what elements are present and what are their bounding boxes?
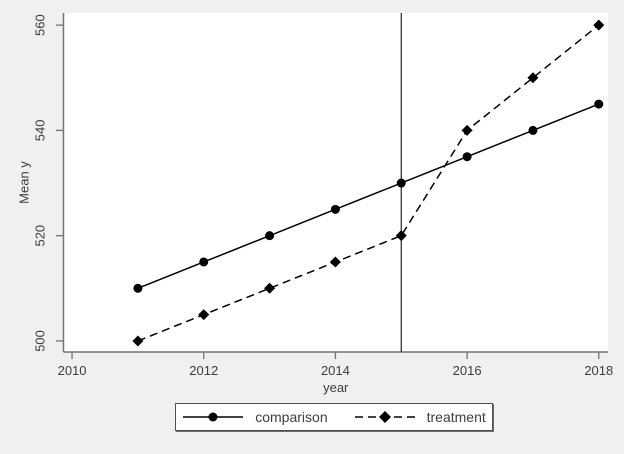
legend-label-treatment: treatment (426, 409, 486, 425)
data-point-treatment (461, 124, 473, 136)
data-point-treatment (527, 72, 539, 84)
comparison-line-sample-icon (183, 412, 244, 422)
data-point-comparison (265, 231, 275, 241)
data-point-comparison (199, 257, 209, 267)
data-point-comparison (330, 204, 340, 214)
legend: comparison treatment (175, 403, 493, 431)
x-tick-label: 2012 (189, 363, 218, 378)
y-axis-title: Mean y (16, 161, 31, 204)
y-tick-label: 560 (32, 14, 47, 36)
y-tick-label: 520 (32, 225, 47, 247)
data-point-comparison (396, 178, 406, 188)
data-point-comparison (462, 152, 472, 162)
plot-area (63, 13, 608, 352)
x-tick-label: 2010 (58, 363, 87, 378)
y-tick-label: 540 (32, 120, 47, 142)
y-tick-label: 500 (32, 330, 47, 352)
data-point-comparison (594, 99, 604, 109)
x-axis-title: year (323, 380, 349, 395)
data-point-comparison (133, 283, 143, 293)
series-line-treatment (137, 24, 600, 342)
x-tick-label: 2014 (321, 363, 350, 378)
x-tick-label: 2016 (453, 363, 482, 378)
chart-plot-group: 500 520 540 560 2010 2012 2014 2016 2018 (32, 13, 613, 378)
legend-entry-comparison: comparison (182, 409, 328, 425)
data-point-treatment (132, 335, 144, 347)
data-point-treatment (264, 282, 276, 294)
data-point-comparison (528, 125, 538, 135)
data-point-treatment (198, 309, 210, 321)
x-tick-label: 2018 (584, 363, 613, 378)
treatment-line-sample-icon (354, 411, 415, 423)
data-point-treatment (395, 230, 407, 242)
legend-label-comparison: comparison (255, 409, 328, 425)
data-point-treatment (593, 19, 605, 31)
series-line-comparison (137, 103, 600, 290)
data-point-treatment (329, 256, 341, 268)
legend-entry-treatment: treatment (354, 409, 486, 425)
